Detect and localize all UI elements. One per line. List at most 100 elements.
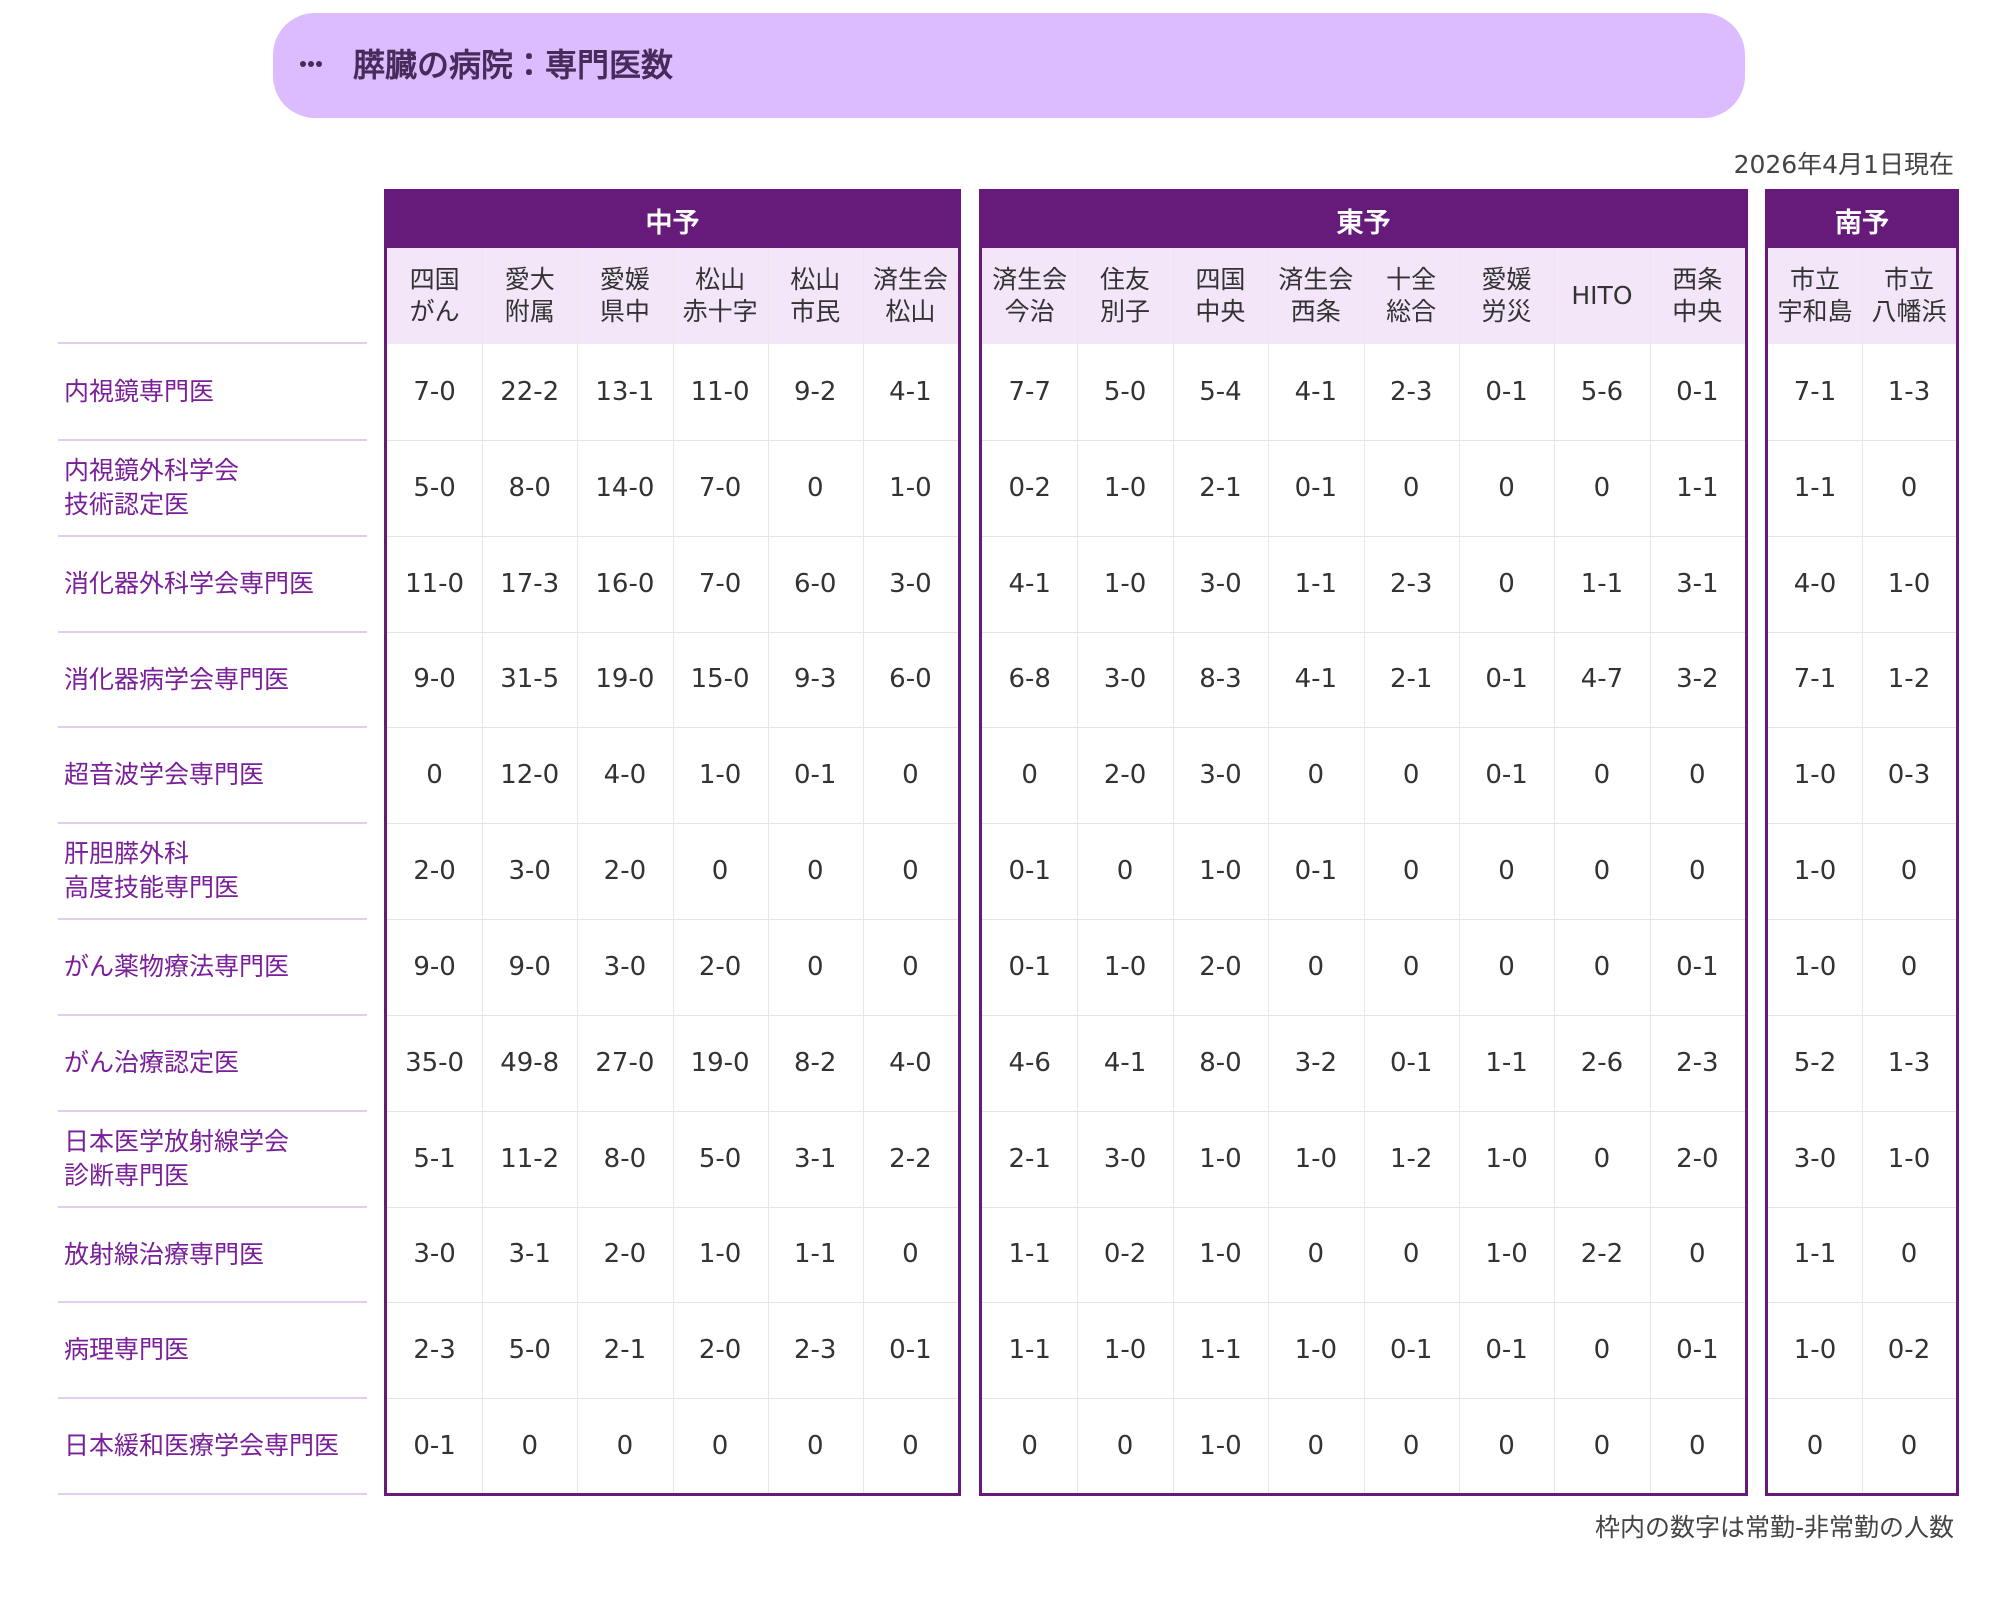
column-divider	[1268, 248, 1270, 1493]
count-cell: 0	[1806, 1431, 1824, 1462]
count-cell: 16-0	[595, 568, 655, 599]
title-bar: 膵臓の病院：専門医数	[273, 13, 1745, 118]
count-cell: 0	[902, 1239, 919, 1270]
row-divider	[58, 342, 367, 344]
count-cell: 2-6	[1580, 1047, 1624, 1078]
count-cell: 7-0	[698, 568, 742, 599]
count-cell: 0	[1021, 760, 1038, 791]
count-cell: 0	[806, 856, 824, 887]
count-cell: 1-1	[1008, 1239, 1051, 1270]
count-cell: 0-1	[1294, 472, 1338, 503]
count-cell: 1-0	[1485, 1239, 1528, 1270]
count-cell: 0-1	[1676, 1335, 1719, 1366]
count-cell: 0-2	[1103, 1239, 1147, 1270]
column-divider	[577, 248, 579, 1493]
count-cell: 0-1	[1485, 664, 1528, 695]
row-divider	[982, 1206, 1745, 1208]
hospital-header: 住友 別子	[1077, 248, 1172, 344]
count-cell: 4-1	[1294, 376, 1338, 407]
column-divider	[1172, 248, 1174, 1493]
hospital-header: 市立 八幡浜	[1862, 248, 1956, 344]
count-cell: 2-3	[1389, 568, 1433, 599]
count-cell: 2-0	[603, 1239, 647, 1270]
row-divider	[982, 1398, 1745, 1400]
row-divider	[982, 439, 1745, 441]
count-cell: 0	[616, 1431, 634, 1462]
row-divider	[982, 823, 1745, 825]
row-divider	[982, 1014, 1745, 1016]
count-cell: 1-2	[1887, 664, 1931, 695]
row-divider	[387, 1110, 958, 1112]
count-cell: 13-1	[595, 376, 655, 407]
hospital-name-line: 四国	[1195, 264, 1246, 294]
row-divider	[982, 631, 1745, 633]
count-cell: 0	[1689, 1239, 1706, 1270]
hospital-name-line: 県中	[599, 297, 650, 326]
hospital-name-line: 宇和島	[1777, 297, 1853, 326]
hospital-name-line: 市立	[1789, 264, 1840, 294]
count-cell: 9-0	[413, 951, 456, 982]
column-divider	[672, 248, 674, 1493]
count-cell: 1-0	[1199, 856, 1242, 887]
hospital-name-line: 中央	[1195, 297, 1246, 326]
row-divider	[387, 1398, 958, 1400]
hospital-header: 十全 総合	[1364, 248, 1459, 344]
row-divider	[1768, 1206, 1956, 1208]
row-divider	[58, 1013, 367, 1016]
count-cell: 27-0	[595, 1047, 655, 1078]
row-label: 超音波学会専門医	[58, 727, 367, 823]
count-cell: 1-0	[1294, 1143, 1338, 1174]
row-divider	[982, 919, 1745, 920]
row-divider	[58, 1205, 367, 1208]
row-divider	[58, 1109, 367, 1112]
count-cell: 4-0	[889, 1047, 932, 1078]
count-cell: 1-1	[1793, 1239, 1837, 1270]
hospital-name-line: 済生会	[1278, 264, 1354, 294]
date-note: 2026年4月1日現在	[1733, 150, 1954, 179]
count-cell: 1-1	[1199, 1335, 1242, 1366]
count-cell: 11-2	[500, 1143, 560, 1174]
row-divider	[387, 1206, 958, 1208]
count-cell: 8-3	[1199, 664, 1242, 695]
count-cell: 9-2	[794, 376, 837, 407]
hospital-header: 愛媛 県中	[577, 248, 672, 344]
count-cell: 6-0	[794, 568, 837, 599]
count-cell: 2-0	[413, 856, 456, 887]
row-label: 消化器外科学会専門医	[58, 536, 367, 632]
label-line: 消化器外科学会専門医	[64, 568, 315, 598]
row-divider	[58, 1493, 367, 1495]
row-divider	[387, 1014, 958, 1016]
count-cell: 1-0	[1103, 568, 1147, 599]
count-cell: 1-1	[1580, 568, 1624, 599]
count-cell: 31-5	[500, 664, 560, 695]
row-label: 日本医学放射線学会 診断専門医	[58, 1111, 367, 1207]
count-cell: 1-0	[1887, 1143, 1931, 1174]
row-divider	[387, 631, 958, 633]
row-divider	[1768, 535, 1956, 537]
count-cell: 3-0	[508, 856, 551, 887]
count-cell: 2-0	[698, 951, 742, 982]
count-cell: 7-1	[1793, 376, 1837, 407]
count-cell: 17-3	[500, 568, 560, 599]
count-cell: 0	[711, 1431, 729, 1462]
count-cell: 0	[806, 472, 824, 503]
row-divider	[982, 1302, 1745, 1304]
page-title: 膵臓の病院：専門医数	[353, 46, 674, 84]
count-cell: 3-0	[889, 568, 932, 599]
count-cell: 4-0	[1793, 568, 1837, 599]
count-cell: 0	[1593, 1335, 1611, 1366]
count-cell: 1-1	[1294, 568, 1338, 599]
hospital-name-line: がん	[409, 297, 460, 326]
count-cell: 1-0	[1793, 760, 1837, 791]
row-divider	[1768, 919, 1956, 920]
count-cell: 2-3	[1676, 1047, 1719, 1078]
count-cell: 0-1	[1389, 1335, 1433, 1366]
hospital-name-line: 松山	[695, 264, 746, 294]
row-label: 肝胆膵外科 高度技能専門医	[58, 823, 367, 919]
count-cell: 1-0	[1294, 1335, 1338, 1366]
hospital-name-line: 済生会	[872, 264, 948, 294]
hospital-name-line: 総合	[1386, 297, 1437, 326]
hospital-name-line: 赤十字	[682, 297, 758, 326]
label-line: 内視鏡専門医	[64, 377, 215, 407]
